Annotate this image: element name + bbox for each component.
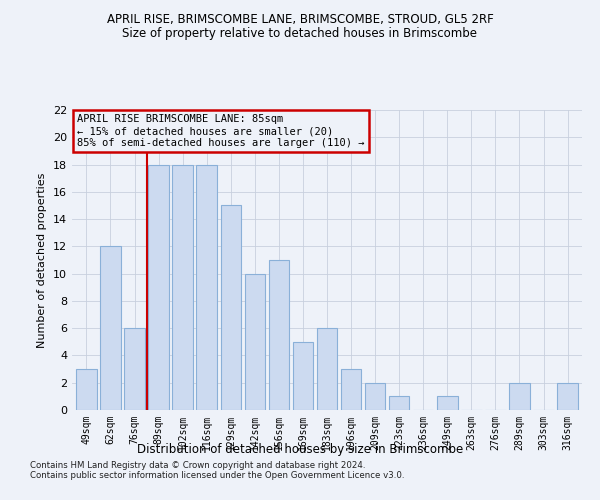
- Bar: [172, 164, 193, 410]
- Text: Size of property relative to detached houses in Brimscombe: Size of property relative to detached ho…: [122, 28, 478, 40]
- Text: APRIL RISE, BRIMSCOMBE LANE, BRIMSCOMBE, STROUD, GL5 2RF: APRIL RISE, BRIMSCOMBE LANE, BRIMSCOMBE,…: [107, 12, 493, 26]
- Bar: [365, 382, 385, 410]
- Bar: [269, 260, 289, 410]
- Bar: [557, 382, 578, 410]
- Bar: [293, 342, 313, 410]
- Bar: [317, 328, 337, 410]
- Bar: [245, 274, 265, 410]
- Text: Contains HM Land Registry data © Crown copyright and database right 2024.: Contains HM Land Registry data © Crown c…: [30, 461, 365, 470]
- Text: Distribution of detached houses by size in Brimscombe: Distribution of detached houses by size …: [137, 442, 463, 456]
- Bar: [76, 369, 97, 410]
- Text: Contains public sector information licensed under the Open Government Licence v3: Contains public sector information licen…: [30, 471, 404, 480]
- Bar: [100, 246, 121, 410]
- Bar: [221, 206, 241, 410]
- Bar: [389, 396, 409, 410]
- Bar: [509, 382, 530, 410]
- Text: APRIL RISE BRIMSCOMBE LANE: 85sqm
← 15% of detached houses are smaller (20)
85% : APRIL RISE BRIMSCOMBE LANE: 85sqm ← 15% …: [77, 114, 365, 148]
- Bar: [196, 164, 217, 410]
- Y-axis label: Number of detached properties: Number of detached properties: [37, 172, 47, 348]
- Bar: [148, 164, 169, 410]
- Bar: [341, 369, 361, 410]
- Bar: [124, 328, 145, 410]
- Bar: [437, 396, 458, 410]
